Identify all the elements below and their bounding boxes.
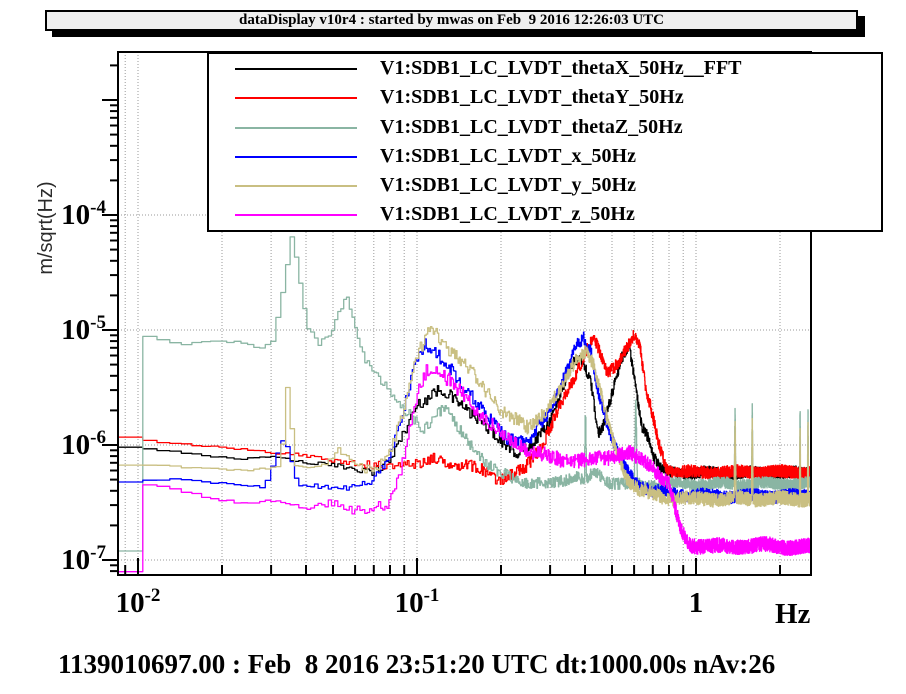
legend-entry: V1:SDB1_LC_LVDT_y_50Hz	[209, 171, 881, 200]
gps-time-status-line: 1139010697.00 : Feb 8 2016 23:51:20 UTC …	[58, 649, 776, 679]
legend-entry: V1:SDB1_LC_LVDT_thetaZ_50Hz	[209, 113, 881, 142]
legend-line-swatch	[235, 68, 357, 70]
legend-entry: V1:SDB1_LC_LVDT_z_50Hz	[209, 200, 881, 229]
x-tick-label-1e-1: 10-1	[394, 585, 440, 619]
legend-entry-label: V1:SDB1_LC_LVDT_thetaZ_50Hz	[380, 115, 683, 138]
y-tick-label-1e-7: 10-7	[61, 542, 106, 576]
legend-entry-label: V1:SDB1_LC_LVDT_thetaX_50Hz__FFT	[380, 57, 742, 79]
x-tick-label-1e-2: 10-2	[115, 585, 161, 619]
legend-entry: V1:SDB1_LC_LVDT_thetaY_50Hz	[209, 83, 881, 112]
y-tick-label-1e-4: 10-4	[61, 197, 106, 231]
legend-entry-label: V1:SDB1_LC_LVDT_y_50Hz	[380, 174, 636, 197]
legend-entry-label: V1:SDB1_LC_LVDT_z_50Hz	[380, 203, 635, 226]
legend-line-swatch	[235, 155, 357, 158]
y-tick-label-1e-6: 10-6	[61, 427, 106, 461]
legend-line-swatch	[235, 97, 357, 100]
window-title-bar: dataDisplay v10r4 : started by mwas on F…	[45, 10, 858, 31]
legend-line-swatch	[235, 185, 357, 188]
legend-line-swatch	[235, 214, 357, 217]
x-axis-unit-label: Hz	[775, 598, 811, 630]
legend-entry: V1:SDB1_LC_LVDT_thetaX_50Hz__FFT	[209, 54, 881, 83]
legend-line-swatch	[235, 126, 357, 129]
legend-entry: V1:SDB1_LC_LVDT_x_50Hz	[209, 142, 881, 171]
x-tick-label-1: 1	[688, 587, 704, 619]
window-title-text: dataDisplay v10r4 : started by mwas on F…	[239, 12, 664, 28]
legend-entry-label: V1:SDB1_LC_LVDT_thetaY_50Hz	[380, 86, 684, 109]
legend-entry-label: V1:SDB1_LC_LVDT_x_50Hz	[380, 144, 636, 167]
y-tick-label-1e-5: 10-5	[61, 312, 106, 346]
plot-legend: V1:SDB1_LC_LVDT_thetaX_50Hz__FFT V1:SDB1…	[207, 52, 883, 232]
y-axis-unit-label: m/sqrt(Hz)	[35, 181, 57, 275]
